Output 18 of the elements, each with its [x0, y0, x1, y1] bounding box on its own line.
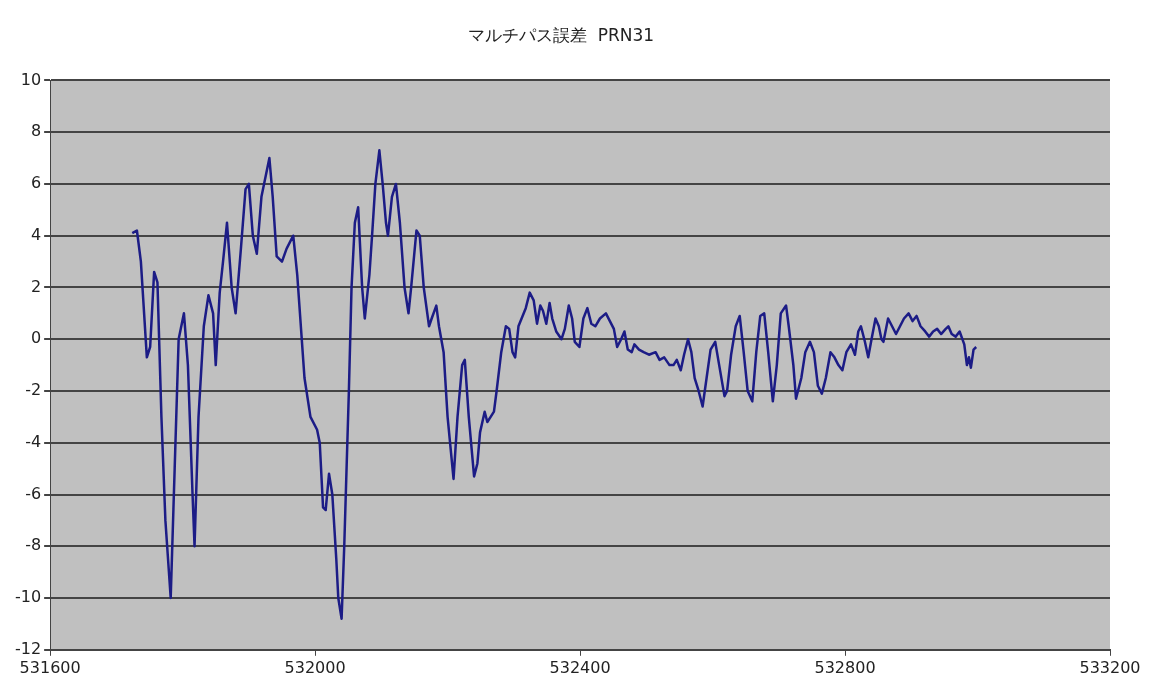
x-tick-label: 532800 — [814, 657, 876, 677]
y-tick-label: -2 — [25, 380, 42, 400]
x-tick-label: 532000 — [284, 657, 346, 677]
y-tick-label: 4 — [30, 224, 42, 244]
y-tick-label: -8 — [25, 535, 42, 555]
y-tick-label: -6 — [25, 483, 42, 503]
y-tick-label: -10 — [14, 587, 42, 607]
chart-title: マルチパス誤差 PRN31 — [467, 24, 655, 45]
y-tick-label: -12 — [14, 638, 42, 658]
y-tick-label: 2 — [30, 276, 42, 296]
y-tick-label: 0 — [30, 328, 42, 348]
x-tick-label: 532400 — [549, 657, 611, 677]
x-tick-label: 531600 — [19, 657, 81, 677]
y-tick-label: 10 — [20, 69, 42, 89]
y-tick-label: 8 — [30, 121, 42, 141]
y-tick-label: -4 — [25, 431, 42, 451]
y-tick-label: 6 — [30, 173, 42, 193]
x-tick-label: 533200 — [1079, 657, 1141, 677]
